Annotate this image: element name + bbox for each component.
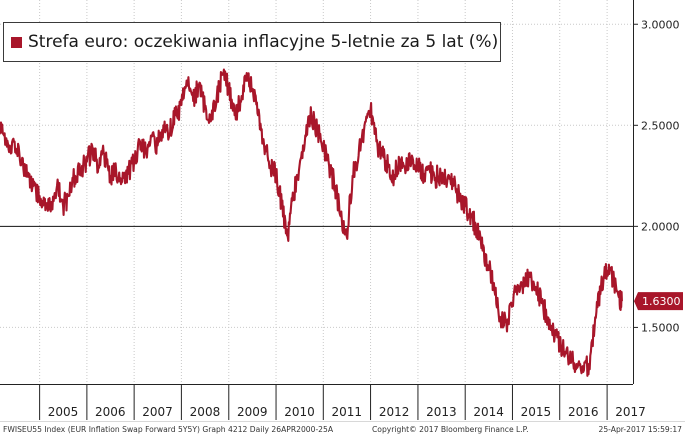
legend: Strefa euro: oczekiwania inflacyjne 5-le… [3,22,501,62]
x-tick-label: 2010 [284,405,315,419]
footer-source: FWISEU55 Index (EUR Inflation Swap Forwa… [3,425,334,434]
x-tick-label: 2006 [95,405,126,419]
y-tick-label: 2.5000 [641,119,680,132]
x-tick-label: 2012 [379,405,410,419]
x-tick-label: 2013 [426,405,457,419]
legend-label: Strefa euro: oczekiwania inflacyjne 5-le… [28,32,499,52]
footer-copyright: Copyright© 2017 Bloomberg Finance L.P. [372,425,529,434]
y-tick-label: 1.5000 [641,321,680,334]
last-value-marker [634,292,683,311]
footer-timestamp: 25-Apr-2017 15:59:17 [598,425,682,434]
axes: 3.0000 2.5000 1.5000 2.0000 1.6300 2005 2006 20… [0,0,683,420]
x-tick-label: 2017 [615,405,646,419]
x-tick-label: 2016 [568,405,599,419]
x-tick-label: 2014 [473,405,504,419]
series-group [0,68,623,377]
reference-line-label: 2.0000 [641,220,680,233]
footer: FWISEU55 Index (EUR Inflation Swap Forwa… [0,421,685,436]
x-tick-label: 2007 [142,405,173,419]
x-tick-label: 2005 [48,405,79,419]
x-tick-label: 2015 [521,405,552,419]
x-tick-label: 2011 [331,405,362,419]
y-tick-label: 3.0000 [641,18,680,31]
x-tick-label: 2009 [237,405,268,419]
x-tick-label: 2008 [190,405,221,419]
series-line [0,68,623,377]
last-value-label: 1.6300 [642,295,681,308]
legend-swatch [11,36,22,48]
